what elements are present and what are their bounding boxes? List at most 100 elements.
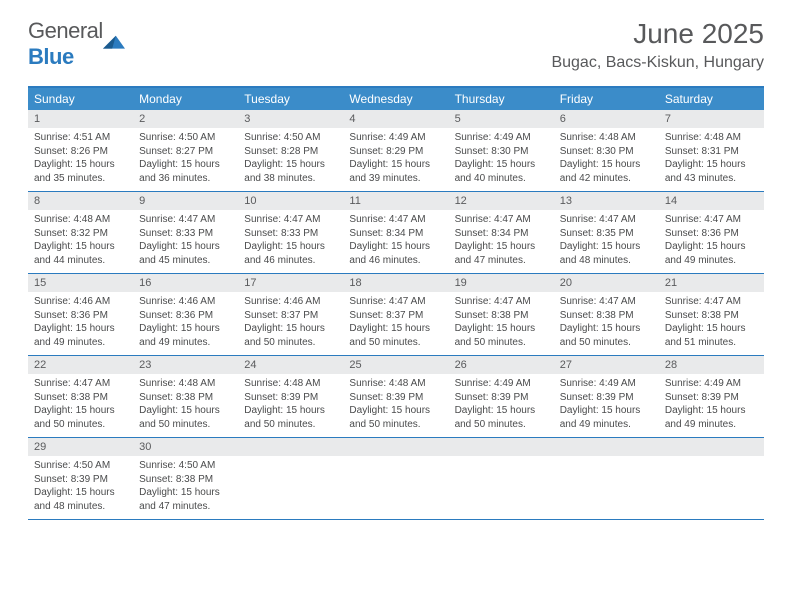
day-body: Sunrise: 4:47 AMSunset: 8:33 PMDaylight:… <box>133 213 238 267</box>
daylight-line: Daylight: 15 hours and 35 minutes. <box>34 158 127 185</box>
logo-text: General Blue <box>28 18 103 70</box>
calendar-day: 9Sunrise: 4:47 AMSunset: 8:33 PMDaylight… <box>133 192 238 273</box>
daylight-line: Daylight: 15 hours and 49 minutes. <box>560 404 653 431</box>
day-body <box>238 459 343 511</box>
logo-word-2: Blue <box>28 44 74 69</box>
weekday-row: SundayMondayTuesdayWednesdayThursdayFrid… <box>28 88 764 110</box>
sunrise-line: Sunrise: 4:48 AM <box>244 377 337 391</box>
sunrise-line: Sunrise: 4:48 AM <box>349 377 442 391</box>
day-body: Sunrise: 4:46 AMSunset: 8:36 PMDaylight:… <box>133 295 238 349</box>
calendar-day: 7Sunrise: 4:48 AMSunset: 8:31 PMDaylight… <box>659 110 764 191</box>
sunset-line: Sunset: 8:38 PM <box>665 309 758 323</box>
weekday-header: Wednesday <box>343 88 448 110</box>
sunset-line: Sunset: 8:28 PM <box>244 145 337 159</box>
sunset-line: Sunset: 8:36 PM <box>665 227 758 241</box>
daylight-line: Daylight: 15 hours and 50 minutes. <box>139 404 232 431</box>
day-body: Sunrise: 4:46 AMSunset: 8:36 PMDaylight:… <box>28 295 133 349</box>
daylight-line: Daylight: 15 hours and 39 minutes. <box>349 158 442 185</box>
calendar-day: 3Sunrise: 4:50 AMSunset: 8:28 PMDaylight… <box>238 110 343 191</box>
sunrise-line: Sunrise: 4:47 AM <box>560 213 653 227</box>
calendar-day: 26Sunrise: 4:49 AMSunset: 8:39 PMDayligh… <box>449 356 554 437</box>
sunrise-line: Sunrise: 4:47 AM <box>349 213 442 227</box>
weekday-header: Saturday <box>659 88 764 110</box>
sunset-line: Sunset: 8:30 PM <box>560 145 653 159</box>
day-number: 15 <box>28 274 133 292</box>
calendar-day: 20Sunrise: 4:47 AMSunset: 8:38 PMDayligh… <box>554 274 659 355</box>
daylight-line: Daylight: 15 hours and 50 minutes. <box>455 404 548 431</box>
month-title: June 2025 <box>551 18 764 50</box>
logo-word-1: General <box>28 18 103 43</box>
sunset-line: Sunset: 8:33 PM <box>244 227 337 241</box>
sunrise-line: Sunrise: 4:47 AM <box>34 377 127 391</box>
sunrise-line: Sunrise: 4:47 AM <box>455 213 548 227</box>
sunrise-line: Sunrise: 4:47 AM <box>665 295 758 309</box>
sunset-line: Sunset: 8:39 PM <box>560 391 653 405</box>
calendar-day <box>343 438 448 519</box>
day-number: 6 <box>554 110 659 128</box>
day-body: Sunrise: 4:50 AMSunset: 8:39 PMDaylight:… <box>28 459 133 513</box>
sunset-line: Sunset: 8:30 PM <box>455 145 548 159</box>
day-body: Sunrise: 4:49 AMSunset: 8:39 PMDaylight:… <box>659 377 764 431</box>
calendar-week: 1Sunrise: 4:51 AMSunset: 8:26 PMDaylight… <box>28 110 764 192</box>
day-body: Sunrise: 4:49 AMSunset: 8:39 PMDaylight:… <box>554 377 659 431</box>
calendar-weeks: 1Sunrise: 4:51 AMSunset: 8:26 PMDaylight… <box>28 110 764 520</box>
location: Bugac, Bacs-Kiskun, Hungary <box>551 54 764 72</box>
day-body: Sunrise: 4:48 AMSunset: 8:32 PMDaylight:… <box>28 213 133 267</box>
sunrise-line: Sunrise: 4:48 AM <box>34 213 127 227</box>
day-body: Sunrise: 4:47 AMSunset: 8:38 PMDaylight:… <box>554 295 659 349</box>
sunrise-line: Sunrise: 4:50 AM <box>244 131 337 145</box>
sunset-line: Sunset: 8:38 PM <box>34 391 127 405</box>
day-number <box>343 438 448 456</box>
daylight-line: Daylight: 15 hours and 47 minutes. <box>139 486 232 513</box>
day-number: 1 <box>28 110 133 128</box>
sunset-line: Sunset: 8:38 PM <box>139 391 232 405</box>
sunset-line: Sunset: 8:35 PM <box>560 227 653 241</box>
day-number: 4 <box>343 110 448 128</box>
calendar-day: 6Sunrise: 4:48 AMSunset: 8:30 PMDaylight… <box>554 110 659 191</box>
sunrise-line: Sunrise: 4:50 AM <box>34 459 127 473</box>
day-number: 18 <box>343 274 448 292</box>
calendar-day: 22Sunrise: 4:47 AMSunset: 8:38 PMDayligh… <box>28 356 133 437</box>
sunrise-line: Sunrise: 4:47 AM <box>560 295 653 309</box>
sunrise-line: Sunrise: 4:49 AM <box>665 377 758 391</box>
daylight-line: Daylight: 15 hours and 50 minutes. <box>349 404 442 431</box>
sunrise-line: Sunrise: 4:47 AM <box>665 213 758 227</box>
logo: General Blue <box>28 18 125 70</box>
day-number: 22 <box>28 356 133 374</box>
sunrise-line: Sunrise: 4:50 AM <box>139 131 232 145</box>
sunset-line: Sunset: 8:32 PM <box>34 227 127 241</box>
calendar-day: 13Sunrise: 4:47 AMSunset: 8:35 PMDayligh… <box>554 192 659 273</box>
sunrise-line: Sunrise: 4:49 AM <box>455 131 548 145</box>
day-body: Sunrise: 4:48 AMSunset: 8:39 PMDaylight:… <box>343 377 448 431</box>
daylight-line: Daylight: 15 hours and 51 minutes. <box>665 322 758 349</box>
day-body: Sunrise: 4:50 AMSunset: 8:38 PMDaylight:… <box>133 459 238 513</box>
daylight-line: Daylight: 15 hours and 43 minutes. <box>665 158 758 185</box>
daylight-line: Daylight: 15 hours and 44 minutes. <box>34 240 127 267</box>
sunrise-line: Sunrise: 4:49 AM <box>560 377 653 391</box>
daylight-line: Daylight: 15 hours and 45 minutes. <box>139 240 232 267</box>
day-body: Sunrise: 4:47 AMSunset: 8:33 PMDaylight:… <box>238 213 343 267</box>
day-number: 14 <box>659 192 764 210</box>
sunrise-line: Sunrise: 4:51 AM <box>34 131 127 145</box>
sunrise-line: Sunrise: 4:46 AM <box>244 295 337 309</box>
sunset-line: Sunset: 8:38 PM <box>560 309 653 323</box>
daylight-line: Daylight: 15 hours and 40 minutes. <box>455 158 548 185</box>
sunrise-line: Sunrise: 4:46 AM <box>34 295 127 309</box>
calendar-week: 8Sunrise: 4:48 AMSunset: 8:32 PMDaylight… <box>28 192 764 274</box>
sunset-line: Sunset: 8:33 PM <box>139 227 232 241</box>
day-body: Sunrise: 4:47 AMSunset: 8:36 PMDaylight:… <box>659 213 764 267</box>
day-number: 26 <box>449 356 554 374</box>
sunset-line: Sunset: 8:39 PM <box>349 391 442 405</box>
day-number: 13 <box>554 192 659 210</box>
calendar-day: 19Sunrise: 4:47 AMSunset: 8:38 PMDayligh… <box>449 274 554 355</box>
calendar-day: 25Sunrise: 4:48 AMSunset: 8:39 PMDayligh… <box>343 356 448 437</box>
day-number: 12 <box>449 192 554 210</box>
sunrise-line: Sunrise: 4:49 AM <box>349 131 442 145</box>
day-body: Sunrise: 4:47 AMSunset: 8:38 PMDaylight:… <box>449 295 554 349</box>
logo-triangle-icon <box>103 35 125 53</box>
sunset-line: Sunset: 8:38 PM <box>139 473 232 487</box>
calendar-day: 21Sunrise: 4:47 AMSunset: 8:38 PMDayligh… <box>659 274 764 355</box>
day-body: Sunrise: 4:47 AMSunset: 8:34 PMDaylight:… <box>343 213 448 267</box>
day-number: 29 <box>28 438 133 456</box>
day-body: Sunrise: 4:47 AMSunset: 8:38 PMDaylight:… <box>659 295 764 349</box>
